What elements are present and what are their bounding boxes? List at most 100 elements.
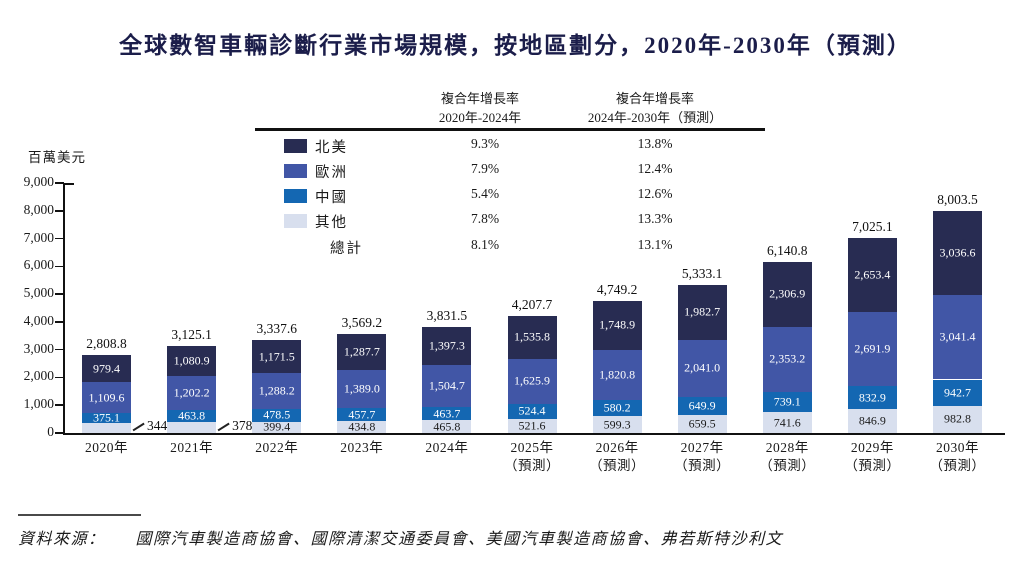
x-axis-label: 2027年 （預測）: [660, 439, 745, 475]
bar-total-label: 4,749.2: [596, 282, 638, 298]
bar-segment-其他: 846.9: [847, 409, 897, 433]
bar-total-label: 4,207.7: [511, 297, 553, 313]
segment-value-label: 1,080.9: [173, 353, 210, 368]
segment-value-label: 524.4: [518, 403, 546, 418]
bar-segment-中國: 942.7: [932, 379, 982, 406]
y-tick-label: 0: [47, 424, 54, 439]
legend-row: 中國 5.4% 12.6%: [0, 186, 1031, 211]
legend-label: 中國: [315, 190, 348, 206]
x-axis-label: 2022年: [234, 439, 319, 457]
y-tick-label: 3,000: [23, 340, 54, 356]
x-axis-line: [63, 432, 1005, 435]
x-axis-forecast-note: （預測）: [759, 458, 816, 474]
bar-segment-北美: 1,287.7: [337, 333, 387, 370]
bar-segment-歐洲: 3,041.4: [932, 295, 982, 380]
segment-value-label: 1,504.7: [428, 378, 465, 393]
segment-value-label: 3,041.4: [939, 329, 976, 344]
segment-value-label: 375.1: [93, 410, 121, 425]
cagr-value-2024-2030: 12.6%: [637, 186, 673, 201]
segment-value-label: 2,306.9: [769, 286, 806, 301]
segment-value-label: 463.7: [433, 406, 461, 421]
y-tick-label: 6,000: [23, 257, 54, 273]
y-tick-mark: [55, 321, 64, 323]
cagr-value-2020-2024: 7.8%: [470, 211, 500, 226]
segment-value-label: 846.9: [858, 413, 886, 428]
x-axis-label: 2028年 （預測）: [745, 439, 830, 475]
bar-segment-其他: 659.5: [677, 414, 727, 433]
segment-value-label: 1,397.3: [428, 338, 465, 353]
bar-segment-其他: 521.6: [507, 418, 557, 433]
segment-value-label: 739.1: [773, 394, 801, 409]
bar-segment-其他: 599.3: [592, 416, 642, 433]
y-tick-mark: [55, 237, 64, 240]
bar-total-label: 2,808.8: [86, 335, 127, 351]
leader-line: [132, 422, 145, 431]
bar-segment-其他: 465.8: [422, 419, 472, 433]
y-tick-label: 5,000: [23, 285, 54, 301]
y-tick-mark: [55, 404, 64, 406]
segment-value-label: 463.8: [178, 408, 206, 423]
x-axis-year: 2030年: [935, 440, 979, 455]
bar-segment-中國: 832.9: [847, 386, 897, 410]
x-axis-forecast-note: （預測）: [589, 458, 646, 474]
x-axis-label: 2024年: [404, 439, 489, 457]
cagr-total-row: 總計 8.1% 13.1%: [0, 237, 1031, 262]
segment-value-label: 580.2: [603, 400, 631, 415]
bar-segment-其他: 399.4: [252, 420, 302, 434]
legend-label: 其他: [315, 215, 348, 231]
source-line: 資料來源： 國際汽車製造商協會、國際清潔交通委員會、美國汽車製造商協會、弗若斯特沙…: [18, 525, 783, 549]
x-axis-year: 2026年: [595, 440, 639, 455]
bar-segment-其他: 741.6: [762, 412, 812, 433]
legend-swatch-歐洲: [284, 164, 307, 178]
x-axis-year: 2028年: [765, 440, 809, 455]
x-axis-label: 2021年: [149, 439, 234, 457]
legend-swatch-中國: [284, 189, 307, 203]
bar-total-label: 7,025.1: [852, 218, 893, 234]
bar-segment-歐洲: 1,820.8: [592, 349, 642, 401]
segment-value-label: 521.6: [518, 418, 546, 433]
bar-total-label: 3,831.5: [426, 307, 468, 323]
source-label: 資料來源：: [18, 531, 106, 548]
bar-segment-北美: 1,397.3: [422, 326, 472, 366]
y-tick-mark: [55, 376, 64, 379]
legend-row: 其他 7.8% 13.3%: [0, 211, 1031, 236]
bar-segment-歐洲: 2,353.2: [762, 326, 812, 392]
legend-row: 北美 9.3% 13.8%: [0, 136, 1031, 161]
bar-segment-歐洲: 2,691.9: [847, 311, 897, 387]
y-tick-label: 7,000: [23, 229, 54, 245]
bar-segment-歐洲: 1,109.6: [82, 382, 132, 413]
y-axis-unit-label: 百萬美元: [28, 150, 86, 165]
segment-value-label: 741.6: [773, 415, 801, 430]
bar-segment-歐洲: 1,504.7: [422, 365, 472, 408]
y-tick-label: 8,000: [23, 201, 54, 217]
bar-segment-北美: 1,080.9: [167, 346, 217, 377]
x-axis-year: 2023年: [340, 440, 384, 455]
bar-segment-北美: 1,748.9: [592, 301, 642, 350]
segment-value-label: 1,982.7: [684, 304, 721, 319]
bar-segment-中國: 739.1: [762, 391, 812, 413]
bar-total-label: 6,140.8: [767, 243, 808, 259]
segment-value-label: 1,820.8: [599, 367, 636, 382]
bar-segment-中國: 375.1: [82, 410, 132, 425]
bar-segment-中國: 580.2: [592, 400, 642, 417]
cagr-header-2024-2030: 複合年增長率 2024年-2030年（預測）: [555, 90, 755, 128]
cagr-value-2020-2024: 9.3%: [470, 136, 500, 151]
cagr-header-line2: 2024年-2030年（預測）: [587, 109, 723, 125]
segment-value-label: 478.5: [263, 407, 291, 422]
bar-segment-中國: 649.9: [677, 396, 727, 415]
segment-value-label: 1,625.9: [514, 373, 550, 388]
y-tick-label: 2,000: [23, 368, 54, 384]
bar-segment-北美: 1,171.5: [252, 340, 302, 373]
segment-value-label: 1,389.0: [343, 381, 380, 396]
segment-value-label: 1,288.2: [258, 383, 295, 398]
segment-value-label: 979.4: [93, 361, 121, 376]
bar-segment-歐洲: 1,389.0: [337, 369, 387, 409]
x-axis-label: 2029年 （預測）: [830, 439, 915, 475]
y-tick-label: 9,000: [23, 174, 54, 189]
cagr-value-2020-2024: 5.4%: [470, 186, 500, 201]
bar-segment-中國: 463.8: [167, 408, 217, 423]
bar-total-label: 3,337.6: [256, 321, 297, 337]
segment-value-label: 1,171.5: [258, 349, 295, 364]
y-axis-line: [63, 183, 65, 434]
